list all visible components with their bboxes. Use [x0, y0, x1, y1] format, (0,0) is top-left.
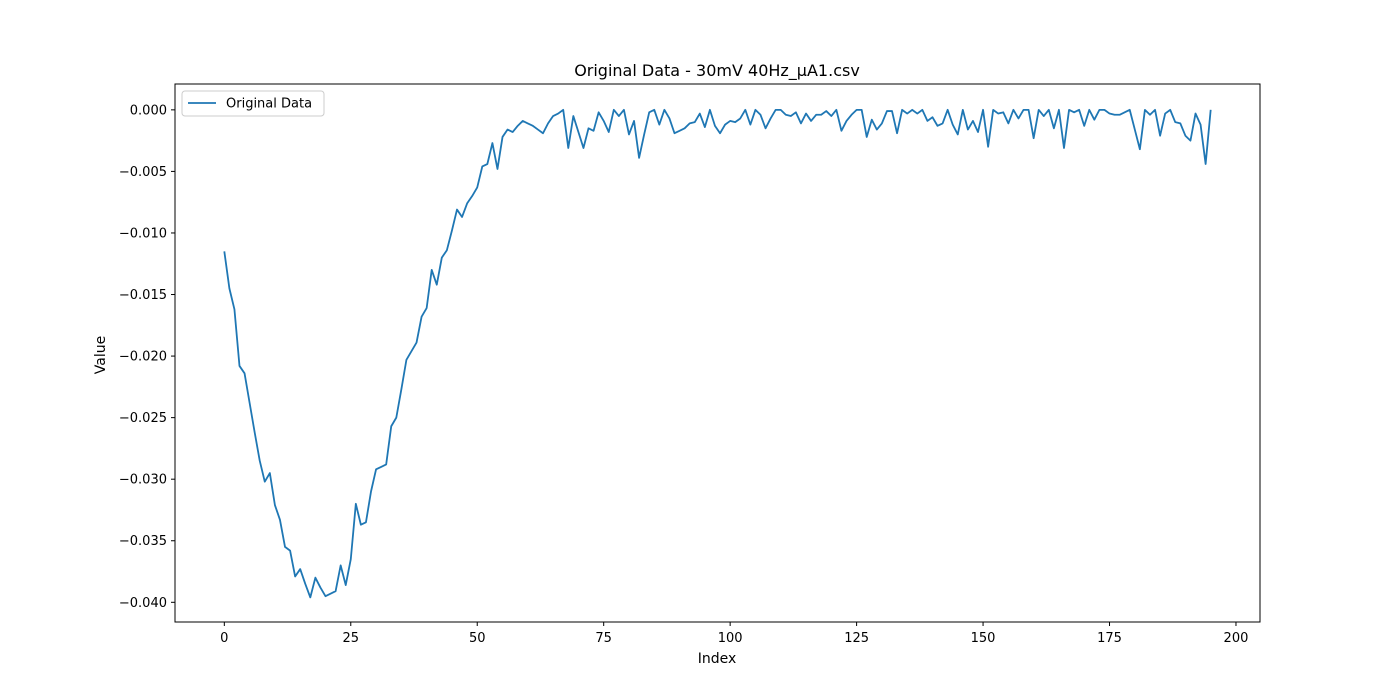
x-axis-label: Index: [698, 651, 737, 667]
x-tick-label: 75: [595, 631, 612, 646]
y-tick-label: −0.040: [119, 596, 167, 611]
legend: Original Data: [181, 90, 325, 117]
x-tick-label: 100: [718, 631, 743, 646]
y-tick-label: −0.005: [119, 165, 167, 180]
y-tick-label: −0.025: [119, 411, 167, 426]
y-axis-label: Value: [93, 336, 109, 374]
y-tick-label: −0.020: [119, 350, 167, 365]
chart-title: Original Data - 30mV 40Hz_μA1.csv: [574, 61, 860, 81]
plot-area: 0 25 50 75 100 125 150 175 200 0.000 −0.005 −0.010 −…: [119, 83, 1261, 646]
plot-frame: [174, 83, 1261, 623]
series-line-0: [223, 108, 1212, 599]
x-tick-label: 175: [1097, 631, 1122, 646]
legend-box: [181, 90, 325, 117]
y-tick-label: −0.015: [119, 288, 167, 303]
y-tick-label: −0.010: [119, 226, 167, 241]
x-tick-label: 150: [971, 631, 996, 646]
x-tick-label: 25: [343, 631, 360, 646]
y-tick-label: −0.035: [119, 534, 167, 549]
x-tick-label: 50: [469, 631, 486, 646]
y-tick-label: −0.030: [119, 473, 167, 488]
legend-label: Original Data: [226, 97, 312, 112]
y-tick-label: 0.000: [130, 103, 167, 118]
x-tick-label: 0: [220, 631, 228, 646]
x-tick-label: 200: [1224, 631, 1249, 646]
x-tick-label: 125: [844, 631, 869, 646]
